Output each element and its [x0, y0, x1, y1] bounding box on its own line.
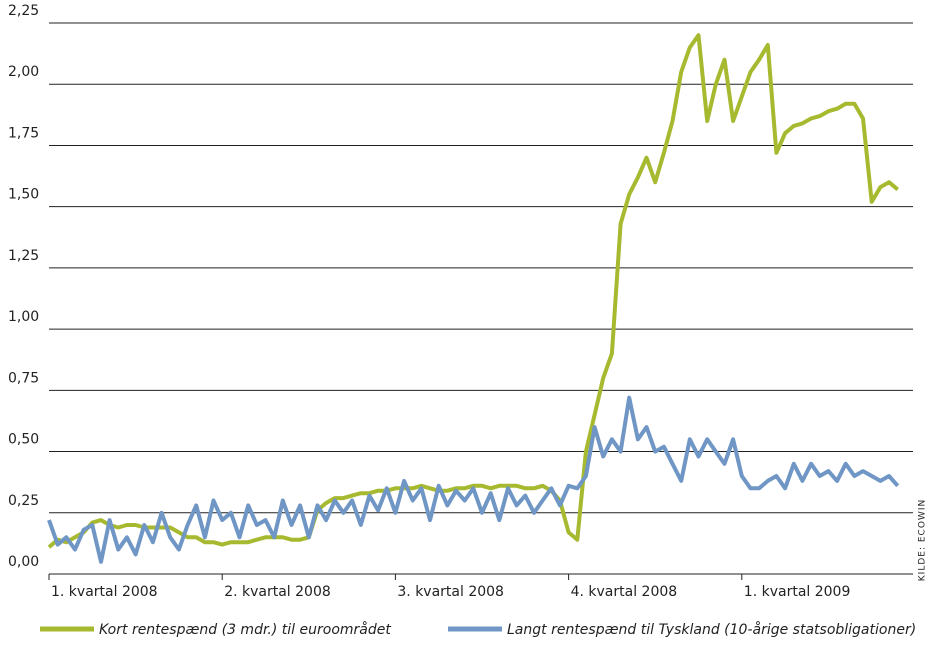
legend-text: Langt rentespænd til Tyskland (10-årige … [507, 621, 916, 638]
y-tick-label: 0,00 [8, 554, 39, 570]
y-tick-label: 1,00 [8, 309, 39, 325]
y-tick-label: 0,50 [8, 432, 39, 448]
y-tick-label: 0,75 [8, 370, 39, 386]
y-tick-label: 0,25 [8, 493, 39, 509]
y-tick-label: 2,25 [8, 3, 39, 19]
series-line [47, 395, 900, 564]
y-tick-label: 1,25 [8, 248, 39, 264]
x-tick-label: 1. kvartal 2008 [51, 584, 158, 600]
x-tick-label: 4. kvartal 2008 [571, 584, 678, 600]
source-note: KILDE: ECOWIN [918, 499, 928, 581]
x-tick-label: 2. kvartal 2008 [224, 584, 331, 600]
x-tick-label: 1. kvartal 2009 [744, 584, 851, 600]
y-tick-label: 2,00 [8, 64, 39, 80]
y-tick-label: 1,50 [8, 187, 39, 203]
x-tick-label: 3. kvartal 2008 [397, 584, 504, 600]
series-line [47, 33, 899, 549]
y-tick-label: 1,75 [8, 125, 39, 141]
legend-text: Kort rentespænd (3 mdr.) til euroområdet [99, 621, 391, 638]
